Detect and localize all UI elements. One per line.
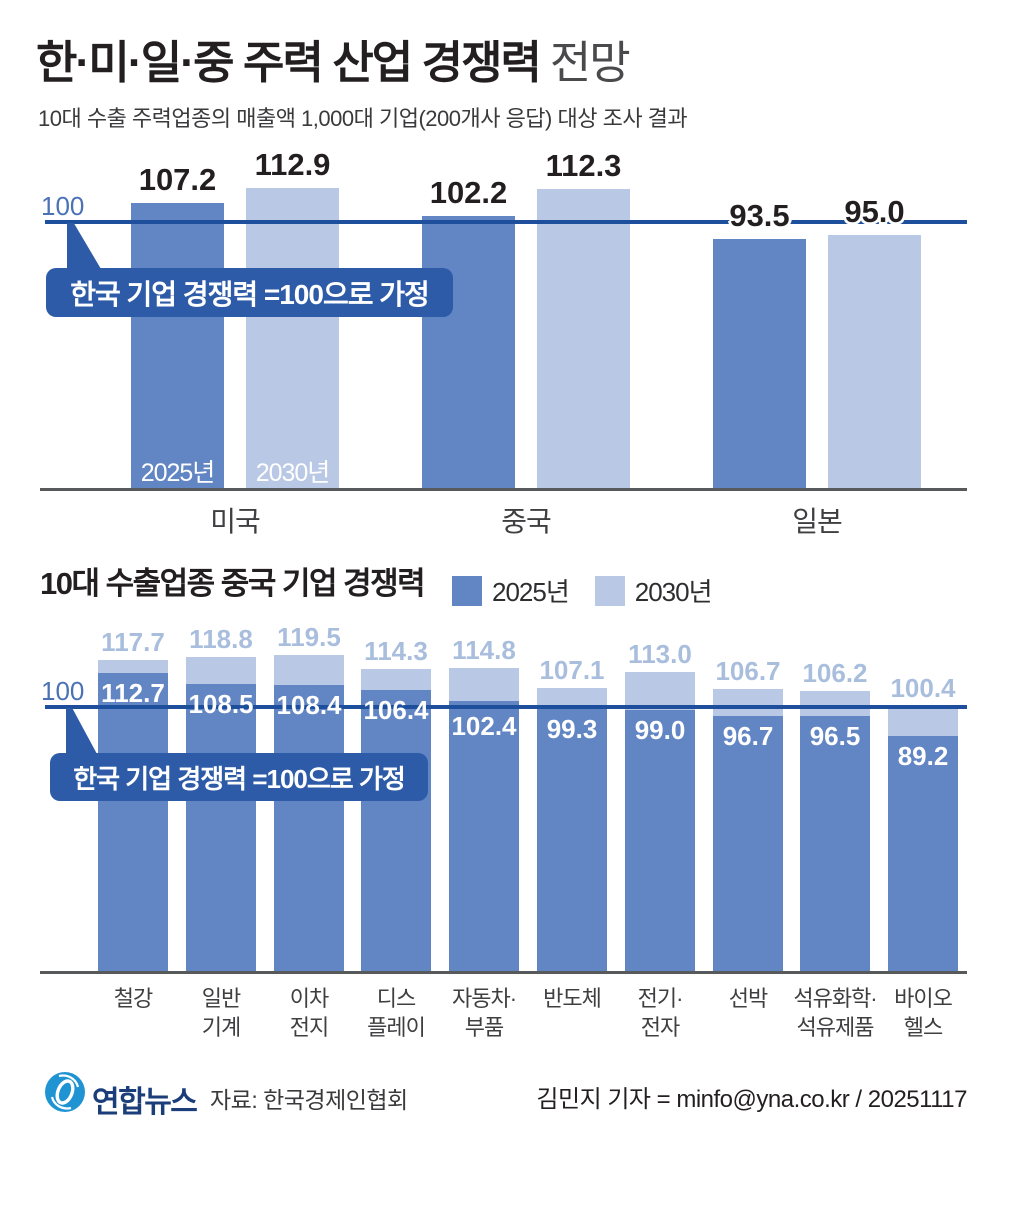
bar-value-2025: 89.2 [897, 740, 949, 771]
bar-2030 [246, 187, 339, 489]
bar-2025 [713, 239, 806, 489]
bar-2025 [186, 684, 256, 973]
legend-label-2030: 2030년 [634, 577, 713, 607]
category-label: 석유화학· 석유제품 [793, 986, 877, 1040]
legend-label-2025: 2025년 [492, 577, 570, 607]
bar-value-2030: 106.7 [715, 656, 781, 687]
category-label: 자동차· 부품 [451, 986, 517, 1040]
category-label: 일본 [792, 506, 843, 537]
bar-value-2025: 99.3 [546, 713, 598, 744]
bar-value-2025: 96.5 [809, 721, 861, 752]
legend-swatch-2025 [452, 575, 482, 606]
callout-tail [66, 708, 97, 754]
bar-2025 [537, 708, 607, 973]
category-label: 일반 기계 [201, 986, 241, 1040]
bar-value-2025: 96.7 [722, 720, 774, 751]
baseline-tick-label: 100 [41, 676, 85, 706]
bar-2025 [422, 216, 515, 489]
x-axis-line [40, 971, 967, 974]
bar-value-2025: 99.0 [634, 714, 686, 745]
bar-value-2030: 114.3 [364, 635, 428, 666]
title-main: 한·미·일·중 주력 산업 경쟁력 [36, 37, 542, 88]
chart2-title: 10대 수출업종 중국 기업 경쟁력 [40, 566, 426, 601]
category-label: 선박 [728, 986, 768, 1011]
category-label: 이차 전지 [289, 986, 329, 1040]
year-label-2030: 2030년 [255, 459, 331, 487]
category-label: 미국 [210, 506, 261, 537]
baseline-callout: 한국 기업 경쟁력 =100으로 가정 [50, 753, 428, 801]
category-label: 전기· 전자 [637, 986, 684, 1040]
bar-value-2025: 102.2 [429, 175, 508, 211]
bar-value-2025: 106.4 [363, 694, 429, 725]
logo-text: 연합뉴스 [92, 1086, 198, 1119]
x-axis-line [40, 488, 967, 491]
baseline-100-line [45, 220, 967, 224]
category-label: 바이오 헬스 [894, 986, 953, 1040]
bar-2025 [361, 689, 431, 973]
yonhap-logo-icon [45, 1072, 85, 1112]
page-title: 한·미·일·중 주력 산업 경쟁력 전망 [36, 26, 631, 91]
baseline-callout: 한국 기업 경쟁력 =100으로 가정 [46, 268, 453, 317]
bar-value-2030: 107.1 [539, 655, 605, 686]
bar-value-2030: 106.2 [802, 657, 868, 688]
byline: 김민지 기자 = minfo@yna.co.kr / 20251117 [536, 1086, 967, 1113]
category-label: 반도체 [543, 986, 602, 1011]
bar-2030 [828, 235, 921, 489]
bar-2025 [888, 735, 958, 973]
bar-2025 [625, 709, 695, 973]
subtitle: 10대 수출 주력업종의 매출액 1,000대 기업(200개사 응답) 대상 … [38, 106, 688, 131]
bar-value-2030: 119.5 [277, 622, 341, 653]
bar-2030 [537, 189, 630, 489]
bar-value-2030: 114.8 [452, 634, 516, 665]
bar-2025 [274, 684, 344, 973]
bar-value-2025: 102.4 [451, 711, 517, 741]
callout-text: 한국 기업 경쟁력 =100으로 가정 [70, 278, 430, 310]
title-suffix: 전망 [549, 37, 631, 88]
callout-tail [67, 223, 101, 269]
legend: 2025년 2030년 [452, 572, 728, 609]
bar-value-2030: 95.0 [844, 194, 905, 230]
bar-value-2025: 107.2 [138, 161, 217, 197]
category-label: 철강 [113, 986, 153, 1011]
baseline-tick-label: 100 [41, 191, 85, 221]
callout-text: 한국 기업 경쟁력 =100으로 가정 [73, 763, 406, 794]
bar-value-2025: 93.5 [729, 198, 790, 234]
bar-value-2025: 112.7 [101, 678, 165, 709]
bar-value-2030: 117.7 [101, 626, 165, 657]
bar-value-2030: 112.9 [254, 146, 331, 182]
legend-swatch-2030 [594, 575, 625, 606]
bar-value-2025: 108.4 [276, 689, 342, 720]
bar-value-2030: 118.8 [189, 623, 253, 654]
bar-value-2030: 112.3 [545, 148, 622, 184]
category-label: 디스 플레이 [367, 986, 426, 1040]
baseline-100-line [45, 705, 967, 709]
source-credit: 자료: 한국경제인협회 [210, 1087, 408, 1113]
bar-value-2030: 100.4 [890, 672, 956, 703]
bar-value-2030: 113.0 [628, 639, 692, 670]
bar-value-2025: 108.5 [188, 689, 254, 720]
bar-2025 [449, 700, 519, 973]
year-label-2025: 2025년 [140, 459, 216, 487]
category-label: 중국 [501, 506, 552, 537]
bar-2025 [131, 202, 224, 489]
bar-2025 [800, 716, 870, 973]
bar-2025 [713, 715, 783, 973]
bar-2025 [98, 673, 168, 973]
